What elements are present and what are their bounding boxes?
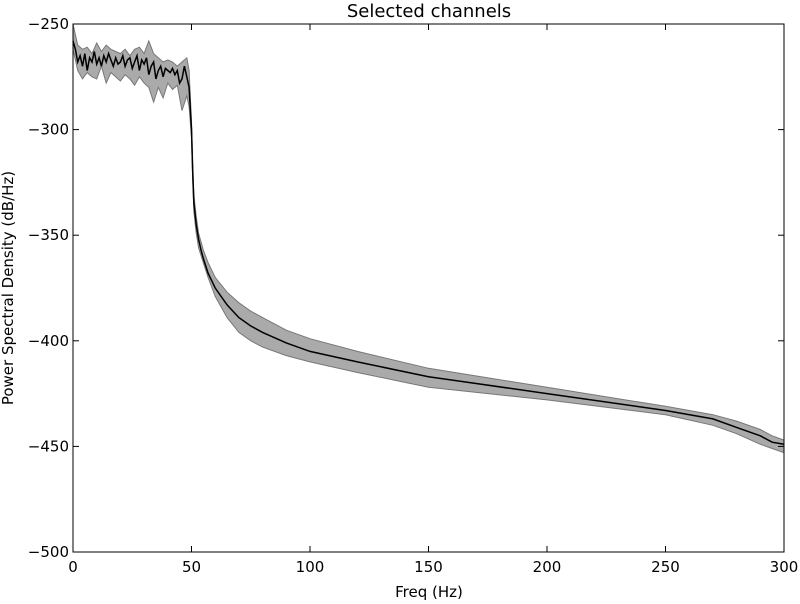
- y-tick-label: −300: [28, 121, 69, 139]
- x-tick-label: 50: [182, 558, 201, 576]
- y-tick-label: −450: [28, 437, 69, 455]
- x-axis-label: Freq (Hz): [395, 583, 463, 600]
- chart-title: Selected channels: [347, 1, 511, 22]
- x-tick-label: 250: [651, 558, 680, 576]
- y-tick-label: −500: [28, 543, 69, 561]
- y-tick-label: −350: [28, 226, 69, 244]
- x-tick-label: 200: [533, 558, 562, 576]
- x-tick-label: 300: [770, 558, 799, 576]
- x-axis: 0 50 100 150 200 250 300: [68, 24, 798, 576]
- x-tick-label: 0: [68, 558, 78, 576]
- axes-frame: [72, 23, 785, 553]
- x-tick-label: 100: [296, 558, 325, 576]
- mean-psd-line: [72, 40, 785, 446]
- y-tick-label: −400: [28, 332, 69, 350]
- plot-area: [72, 23, 785, 454]
- confidence-band: [72, 23, 785, 454]
- x-tick-label: 150: [414, 558, 443, 576]
- y-tick-label: −250: [28, 15, 69, 33]
- y-axis: −250 −300 −350 −400 −450 −500: [28, 15, 784, 561]
- y-axis-label: Power Spectral Density (dB/Hz): [0, 171, 17, 405]
